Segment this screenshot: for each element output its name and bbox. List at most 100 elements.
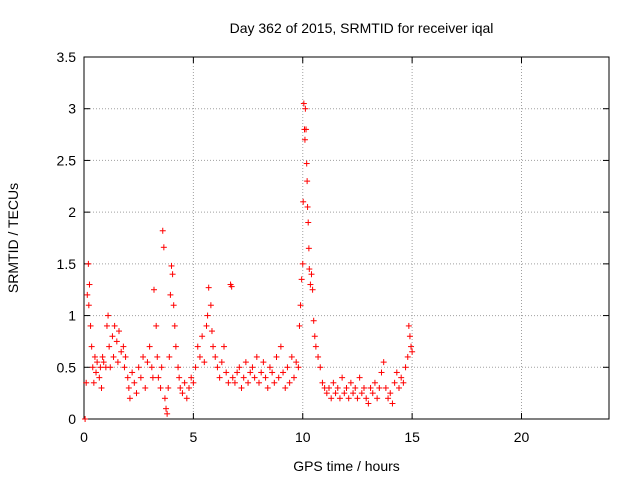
data-point [216, 374, 223, 381]
data-point [214, 364, 221, 371]
data-point [382, 384, 389, 391]
data-point [389, 400, 396, 407]
data-point [142, 384, 149, 391]
data-point [242, 359, 249, 366]
data-point [168, 262, 175, 269]
data-point [86, 281, 93, 288]
data-point [161, 395, 168, 402]
data-point [350, 390, 357, 397]
data-point [207, 302, 214, 309]
data-point [280, 369, 287, 376]
data-point [107, 364, 114, 371]
data-point [129, 369, 136, 376]
data-point [170, 302, 177, 309]
data-point [299, 260, 306, 267]
data-point [284, 364, 291, 371]
data-point [89, 364, 96, 371]
y-tick-label: 2.5 [57, 152, 77, 168]
data-point [406, 333, 413, 340]
data-point [109, 333, 116, 340]
data-point [326, 384, 332, 391]
data-point [231, 379, 238, 386]
data-point [163, 405, 170, 412]
data-point [94, 359, 101, 366]
data-point [212, 353, 219, 360]
data-point [228, 283, 235, 290]
data-point [82, 416, 89, 422]
data-point [229, 374, 236, 381]
x-tick-label: 0 [80, 429, 88, 445]
data-point [97, 364, 104, 371]
data-point [159, 227, 166, 234]
data-point [186, 384, 192, 391]
data-point [343, 384, 350, 391]
data-point [234, 369, 241, 376]
data-point [317, 364, 324, 371]
y-tick-label: 0.5 [57, 359, 77, 375]
data-point [192, 364, 199, 371]
data-point [164, 410, 171, 417]
data-point [293, 359, 300, 366]
data-point [334, 384, 341, 391]
data-point [296, 322, 303, 329]
x-tick-label: 20 [514, 429, 530, 445]
data-point [221, 343, 227, 350]
data-point [113, 338, 120, 345]
data-point [330, 379, 337, 386]
data-point [118, 348, 125, 355]
grid [84, 57, 609, 419]
data-point [140, 353, 147, 360]
data-point [275, 374, 282, 381]
data-point [183, 395, 190, 402]
data-point [148, 364, 155, 371]
data-point [160, 244, 167, 251]
data-point [210, 343, 217, 350]
data-point [336, 395, 343, 402]
data-point [158, 364, 165, 371]
data-point [361, 384, 367, 391]
data-point [354, 395, 361, 402]
data-point [303, 160, 310, 167]
data-point [258, 369, 265, 376]
data-point [135, 364, 142, 371]
data-point [179, 390, 186, 397]
data-point [208, 328, 215, 335]
data-point [88, 343, 95, 350]
data-point [199, 333, 206, 340]
data-point [100, 359, 107, 366]
data-point [304, 203, 311, 210]
data-point [155, 374, 162, 381]
data-point [260, 359, 267, 366]
data-point [391, 379, 398, 386]
data-point [358, 390, 365, 397]
data-point [91, 353, 98, 360]
data-point [196, 353, 203, 360]
data-point [309, 286, 316, 293]
data-point [352, 384, 359, 391]
data-point [120, 343, 127, 350]
data-point [225, 379, 232, 386]
x-tick-label: 15 [404, 429, 420, 445]
data-point [393, 369, 400, 376]
data-point [262, 374, 269, 381]
data-point [345, 395, 352, 402]
data-point [111, 322, 118, 329]
data-point [83, 379, 90, 386]
data-point [236, 364, 243, 371]
data-point [305, 245, 312, 252]
data-point [365, 400, 372, 407]
data-point [99, 353, 106, 360]
data-point [245, 379, 252, 386]
data-point [288, 353, 295, 360]
data-point [304, 178, 311, 185]
data-point [96, 374, 103, 381]
data-point [387, 390, 394, 397]
data-point [201, 359, 208, 366]
data-point [269, 369, 276, 376]
plot-frame [83, 56, 610, 420]
data-point [307, 281, 314, 288]
data-point [85, 260, 92, 267]
data-point [190, 379, 197, 386]
y-tick-label: 3 [68, 101, 76, 117]
data-point [301, 136, 308, 143]
